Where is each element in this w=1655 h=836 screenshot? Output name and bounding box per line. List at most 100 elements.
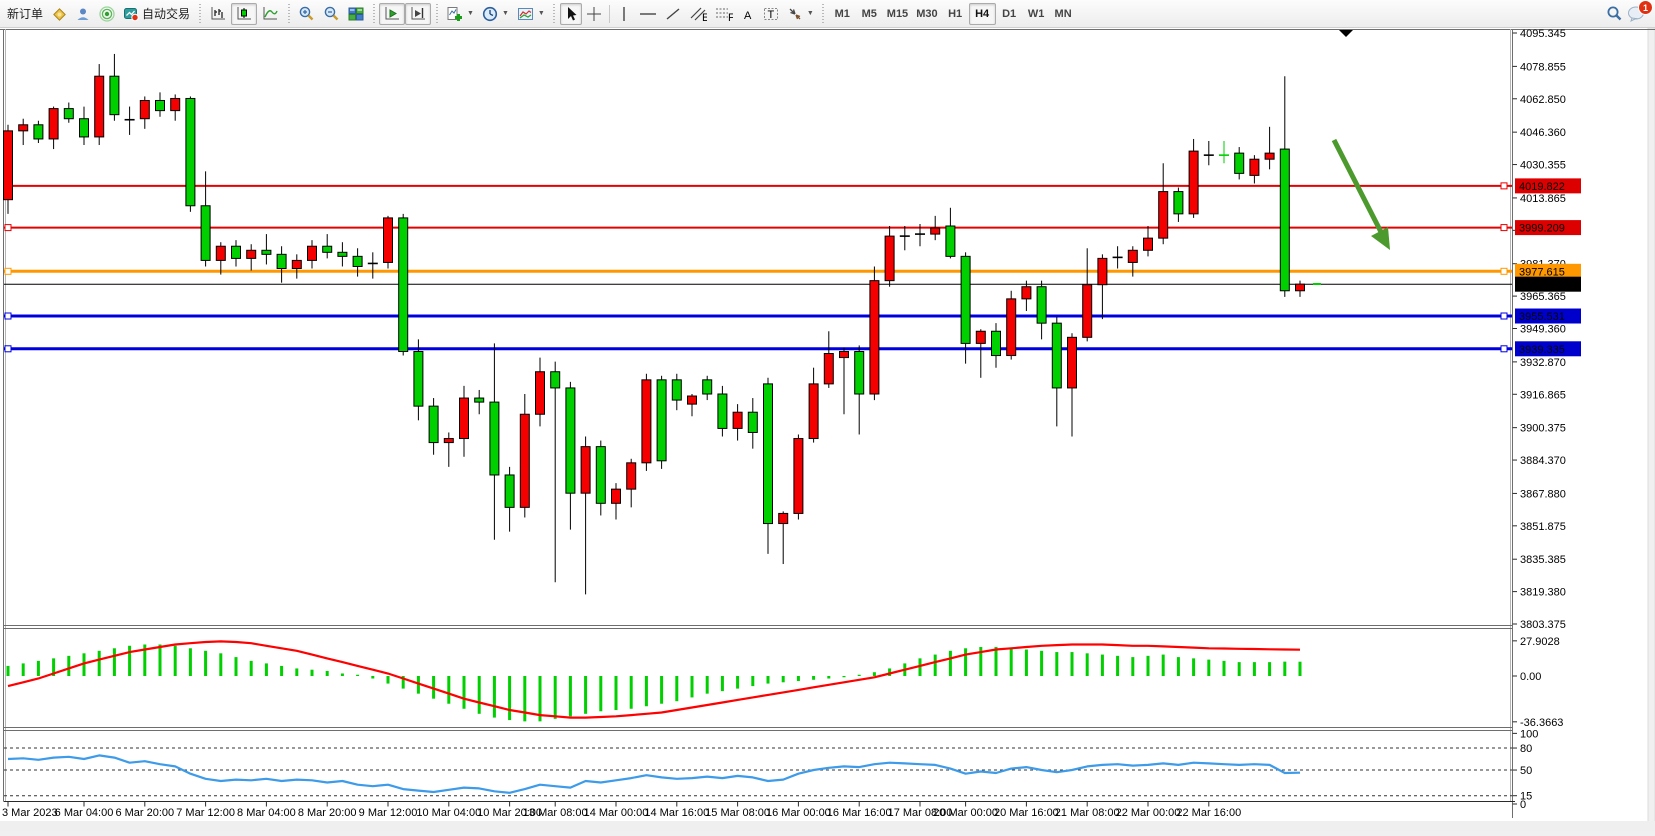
svg-text:4062.850: 4062.850 (1520, 94, 1566, 106)
templates-button[interactable]: ▼ (513, 3, 549, 25)
toolbar-grip (551, 3, 557, 24)
fibonacci-button[interactable]: F (711, 3, 737, 25)
svg-text:50: 50 (1520, 765, 1532, 777)
rsi-line (7, 754, 1301, 794)
timeframe-m30[interactable]: M30 (912, 3, 941, 25)
timeframe-m15[interactable]: M15 (883, 3, 912, 25)
timeframe-m1[interactable]: M1 (829, 3, 856, 25)
broadcast-icon (99, 5, 115, 22)
equidistant-channel-button[interactable]: E (685, 3, 711, 25)
main-toolbar: 新订单 自动交易 ▼ ▼ (0, 0, 1655, 28)
svg-text:3955.531: 3955.531 (1519, 311, 1565, 323)
line-handle (4, 224, 12, 232)
trendline-icon (666, 7, 680, 20)
timeframe-d1[interactable]: D1 (996, 3, 1023, 25)
macd-signal-line (7, 640, 1301, 719)
zoom-in-button[interactable] (294, 3, 319, 25)
tile-windows-button[interactable] (344, 3, 368, 25)
svg-text:3916.865: 3916.865 (1520, 389, 1566, 401)
rsi-axis: 100 80 50 150 (4, 728, 1538, 811)
svg-text:3949.360: 3949.360 (1520, 323, 1566, 335)
macd-indicator (6, 640, 1302, 722)
toolbar-grip (434, 3, 440, 24)
new-order-button[interactable]: 新订单 (3, 3, 47, 25)
auto-scroll-button[interactable] (379, 2, 406, 25)
svg-text:21 Mar 08:00: 21 Mar 08:00 (1055, 807, 1120, 819)
arrows-button[interactable]: ▼ (783, 3, 818, 25)
chart-canvas[interactable]: ▼ SP500-,H4 3971.250 3971.250 3971.250 3… (0, 27, 1655, 832)
bar-chart-button[interactable] (205, 3, 231, 25)
indicators-icon (447, 6, 463, 21)
line-handle (4, 267, 12, 275)
community-button[interactable] (71, 3, 95, 25)
svg-text:8 Mar 20:00: 8 Mar 20:00 (298, 807, 357, 819)
timeframe-w1[interactable]: W1 (1023, 3, 1050, 25)
trendline-button[interactable] (661, 3, 685, 25)
svg-text:4019.822: 4019.822 (1519, 181, 1565, 193)
text-button[interactable]: A (737, 3, 759, 25)
arrow-head-icon (1371, 227, 1390, 250)
zoom-out-icon (324, 6, 339, 21)
cursor-button[interactable] (559, 2, 582, 25)
crosshair-button[interactable] (582, 3, 606, 25)
broadcast-button[interactable] (95, 3, 119, 25)
horizontal-line-button[interactable] (635, 3, 661, 25)
search-button[interactable] (1602, 3, 1627, 25)
annotations[interactable] (1313, 30, 1390, 285)
timeframe-mn[interactable]: MN (1050, 3, 1077, 25)
svg-text:4078.855: 4078.855 (1520, 61, 1566, 73)
svg-text:15: 15 (1520, 791, 1532, 803)
vertical-line-button[interactable] (613, 3, 635, 25)
community-icon (77, 8, 89, 20)
svg-text:14 Mar 16:00: 14 Mar 16:00 (644, 807, 709, 819)
svg-text:3835.385: 3835.385 (1520, 554, 1566, 566)
svg-text:4013.865: 4013.865 (1520, 193, 1566, 205)
line-handle (4, 345, 12, 353)
line-chart-button[interactable] (257, 3, 283, 25)
text-label-button[interactable]: T (759, 3, 783, 25)
toolbar-grip (286, 3, 292, 24)
zoom-out-button[interactable] (319, 3, 344, 25)
line-handle (1500, 224, 1508, 232)
svg-text:0: 0 (1520, 799, 1526, 811)
svg-text:3 Mar 2023: 3 Mar 2023 (2, 807, 58, 819)
svg-text:100: 100 (1520, 728, 1538, 740)
svg-text:9 Mar 12:00: 9 Mar 12:00 (359, 807, 418, 819)
auto-trading-button[interactable]: 自动交易 (119, 3, 194, 25)
chevron-down-icon: ▼ (501, 10, 509, 17)
toolbar-separator (608, 4, 610, 23)
crosshair-icon (586, 6, 601, 21)
periods-button[interactable]: ▼ (478, 3, 513, 25)
search-icon (1607, 6, 1622, 21)
svg-text:6 Mar 20:00: 6 Mar 20:00 (115, 807, 174, 819)
auto-trading-label: 自动交易 (142, 7, 191, 21)
chevron-down-icon: ▼ (467, 10, 474, 17)
timeframe-h4[interactable]: H4 (968, 2, 996, 25)
svg-text:16 Mar 16:00: 16 Mar 16:00 (827, 807, 892, 819)
line-chart-icon (263, 6, 278, 19)
svg-text:22 Mar 00:00: 22 Mar 00:00 (1116, 807, 1181, 819)
svg-text:14 Mar 00:00: 14 Mar 00:00 (584, 807, 649, 819)
timeframe-m5[interactable]: M5 (856, 3, 883, 25)
timeframe-group: M1 M5 M15 M30 H1 H4 D1 W1 MN (829, 2, 1077, 25)
level-lines[interactable] (4, 182, 1512, 353)
line-handle (1500, 312, 1508, 320)
chat-button[interactable]: 1 (1627, 0, 1653, 22)
svg-text:13 Mar 08:00: 13 Mar 08:00 (523, 807, 588, 819)
timeframe-h1[interactable]: H1 (942, 3, 969, 25)
auto-scroll-icon (385, 6, 400, 19)
candlestick-chart-button[interactable] (231, 2, 258, 25)
svg-text:F: F (728, 12, 733, 22)
notification-badge: 1 (1638, 0, 1653, 15)
chart-shift-button[interactable] (405, 2, 432, 25)
gold-seal-button[interactable] (47, 3, 71, 25)
svg-text:20 Mar 16:00: 20 Mar 16:00 (994, 807, 1059, 819)
chart-window[interactable]: ▼ SP500-,H4 3971.250 3971.250 3971.250 3… (0, 27, 1655, 832)
svg-text:27.9028: 27.9028 (1520, 636, 1560, 648)
chart-shift-icon (411, 6, 426, 19)
line-handle (1500, 182, 1508, 190)
indicators-button[interactable]: ▼ (442, 3, 478, 25)
svg-text:10 Mar 04:00: 10 Mar 04:00 (416, 807, 481, 819)
